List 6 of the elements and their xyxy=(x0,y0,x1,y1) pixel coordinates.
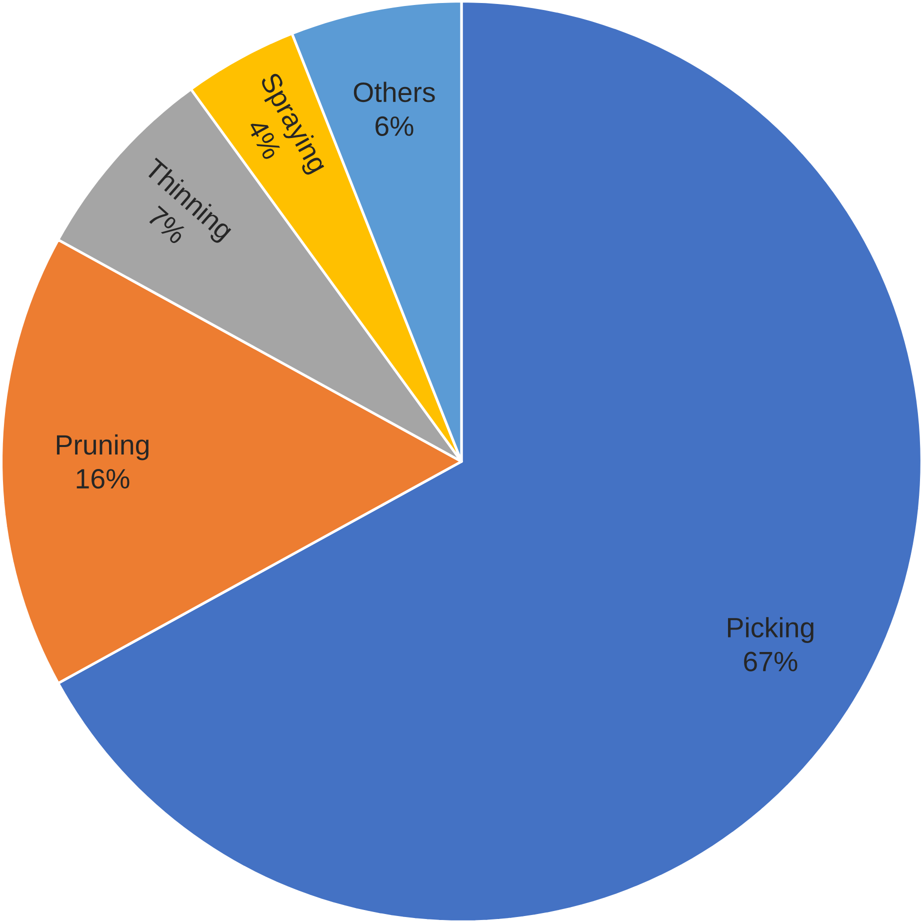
data-label: 16% xyxy=(76,468,130,489)
slice-label: Pruning xyxy=(56,434,149,460)
slice-label: Picking xyxy=(728,617,814,643)
data-label: 6% xyxy=(376,116,414,136)
slice-label: Others xyxy=(354,82,435,102)
data-label: 67% xyxy=(744,652,798,672)
